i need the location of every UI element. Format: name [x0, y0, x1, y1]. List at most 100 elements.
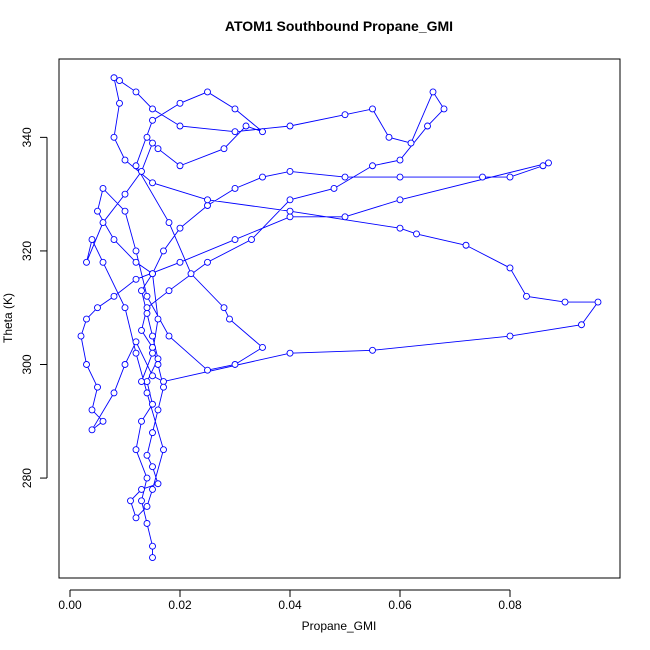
data-point: [143, 520, 151, 527]
data-point: [176, 122, 184, 130]
data-point: [149, 463, 156, 471]
x-tick-label: 0.00: [58, 598, 82, 612]
data-point: [176, 99, 184, 107]
data-point: [143, 292, 151, 300]
data-point: [506, 264, 514, 272]
data-point: [138, 497, 145, 505]
data-point: [132, 349, 140, 357]
data-point: [204, 258, 211, 266]
data-point: [259, 173, 266, 181]
data-point: [165, 287, 173, 295]
x-tick-label: 0.08: [498, 598, 522, 612]
data-point: [94, 383, 101, 391]
data-point: [440, 105, 448, 113]
data-point: [149, 554, 156, 562]
data-point: [138, 378, 145, 385]
data-point: [259, 128, 266, 136]
data-point: [286, 167, 294, 175]
y-tick-label: 280: [20, 468, 34, 488]
data-point: [242, 122, 250, 130]
data-point: [369, 346, 376, 354]
data-point: [149, 372, 156, 380]
data-point: [132, 338, 140, 346]
data-point: [154, 355, 162, 363]
data-point: [539, 162, 547, 170]
data-point: [110, 292, 118, 300]
data-point: [204, 88, 211, 96]
x-axis-label: Propane_GMI: [302, 619, 377, 633]
data-point: [99, 417, 107, 425]
data-point: [385, 133, 393, 141]
data-point: [286, 349, 294, 357]
data-point: [523, 292, 530, 300]
data-point: [396, 196, 404, 204]
data-point: [99, 185, 107, 192]
data-point: [94, 207, 101, 215]
series-line: [80, 76, 599, 558]
data-point: [110, 133, 118, 141]
data-point: [545, 159, 552, 167]
data-point: [396, 173, 404, 181]
data-point: [149, 344, 156, 351]
data-point: [149, 105, 156, 113]
data-point: [204, 202, 211, 209]
chart-title: ATOM1 Southbound Propane_GMI: [225, 18, 453, 34]
data-point: [77, 332, 85, 340]
plot-frame: [58, 58, 621, 579]
data-point: [88, 406, 96, 414]
data-point: [132, 88, 140, 96]
data-point: [99, 219, 107, 226]
data-point: [259, 344, 266, 351]
data-point: [127, 497, 134, 505]
y-tick-label: 300: [20, 354, 34, 374]
data-point: [154, 480, 162, 488]
data-point: [121, 304, 129, 312]
data-point: [132, 275, 140, 283]
y-axis-label: Theta (K): [1, 293, 15, 343]
data-point: [231, 361, 239, 368]
data-point: [143, 389, 151, 397]
data-point: [462, 241, 470, 249]
data-point: [396, 224, 404, 232]
data-point: [110, 236, 118, 244]
data-point: [116, 99, 123, 107]
data-point: [248, 236, 255, 244]
data-point: [594, 298, 602, 306]
data-point: [160, 383, 167, 391]
data-point: [204, 196, 211, 204]
data-point: [286, 207, 294, 215]
data-point: [154, 406, 162, 414]
data-point: [154, 361, 162, 368]
data-point: [330, 185, 338, 192]
data-point: [165, 332, 173, 340]
data-point: [88, 426, 96, 434]
data-point: [132, 247, 140, 255]
data-point: [83, 361, 90, 368]
data-point: [506, 173, 514, 181]
data-point: [231, 105, 239, 113]
data-point: [99, 258, 107, 266]
x-tick-label: 0.02: [168, 598, 192, 612]
data-point: [138, 167, 145, 175]
data-point: [407, 139, 415, 147]
data-point: [116, 77, 123, 85]
data-point: [231, 128, 239, 136]
data-point: [149, 485, 156, 493]
data-point: [160, 446, 167, 454]
data-point: [413, 230, 420, 238]
data-point: [187, 270, 195, 278]
data-point: [149, 179, 156, 187]
data-point: [165, 219, 173, 226]
data-point: [396, 156, 404, 164]
data-point: [143, 503, 151, 510]
data-point: [94, 304, 101, 312]
data-point: [369, 162, 376, 170]
data-point: [149, 542, 156, 550]
data-point: [121, 207, 129, 215]
data-point: [561, 298, 569, 306]
data-point: [143, 451, 151, 459]
data-point: [143, 133, 151, 141]
data-point: [149, 400, 156, 408]
data-point: [121, 190, 129, 198]
data-point: [132, 514, 140, 522]
